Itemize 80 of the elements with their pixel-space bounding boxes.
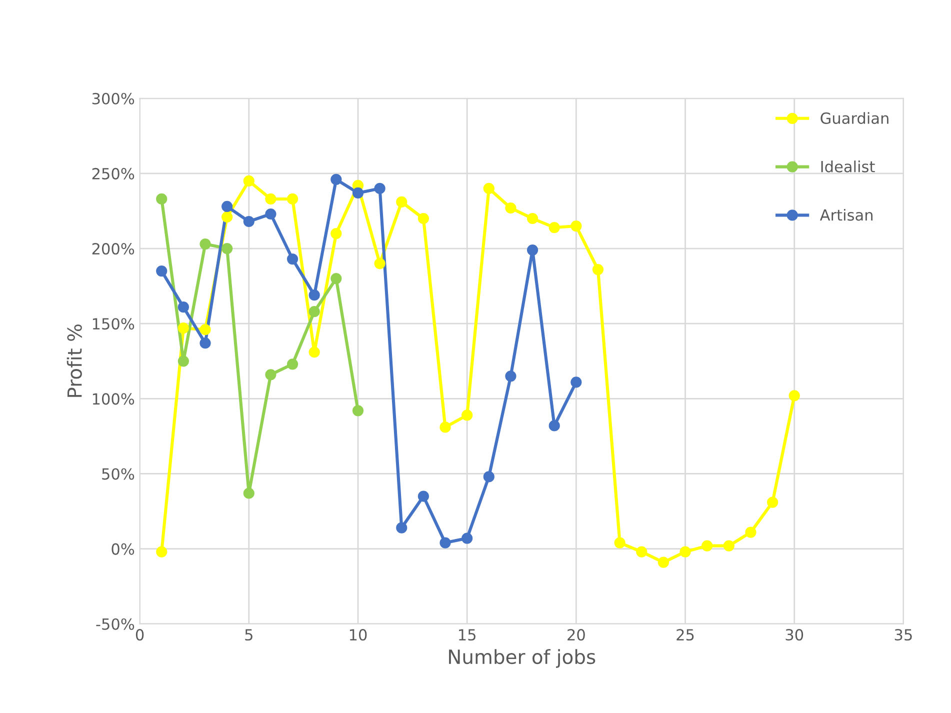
point (222, 211, 233, 223)
point (418, 490, 429, 502)
point (243, 488, 254, 499)
point (156, 265, 168, 277)
point (308, 306, 320, 318)
point (352, 187, 364, 199)
legend-label: Idealist (821, 160, 875, 172)
point (200, 324, 211, 336)
y-tick-label: 0% (112, 543, 134, 555)
point (592, 264, 604, 276)
y-tick-label: 300% (92, 92, 134, 104)
point (788, 390, 800, 402)
point (178, 356, 189, 367)
point (352, 405, 364, 416)
point (548, 420, 560, 432)
point (418, 212, 429, 224)
x-tick-label: 15 (459, 629, 476, 641)
point (658, 556, 669, 568)
point (702, 540, 713, 552)
x-tick-label: 25 (676, 629, 694, 641)
point (483, 182, 494, 194)
point (766, 496, 778, 508)
y-tick-label: 250% (92, 168, 134, 180)
x-axis-title: Number of jobs (449, 649, 596, 668)
point (243, 175, 254, 187)
point (156, 546, 168, 558)
point (330, 174, 342, 186)
point (723, 540, 734, 552)
point (286, 253, 298, 265)
point (548, 222, 560, 234)
point (636, 546, 648, 558)
point (308, 290, 320, 301)
point (440, 537, 451, 548)
y-tick-label: 150% (92, 318, 134, 330)
point (505, 370, 516, 382)
legend-label: Guardian (820, 112, 888, 124)
point (396, 522, 408, 534)
point (265, 193, 276, 205)
x-tick-label: 10 (350, 629, 367, 641)
point (570, 376, 582, 388)
point (396, 196, 408, 208)
point (286, 193, 298, 205)
x-tick-label: 20 (568, 629, 585, 641)
point (374, 258, 386, 270)
y-axis-title: Profit % (66, 324, 82, 397)
point (243, 216, 254, 228)
point (286, 358, 298, 370)
point (505, 202, 516, 214)
point (440, 422, 451, 433)
point (526, 244, 538, 256)
x-tick-label: 0 (136, 629, 144, 641)
y-tick-label: -50% (96, 618, 134, 630)
point (222, 200, 233, 212)
y-tick-label: 100% (92, 393, 134, 405)
point (745, 526, 756, 538)
y-tick-label: 200% (92, 242, 134, 255)
point (265, 208, 276, 220)
x-tick-label: 30 (786, 629, 804, 641)
point (200, 338, 211, 349)
point (374, 182, 386, 194)
point (156, 193, 168, 205)
point (526, 212, 538, 224)
point (178, 302, 189, 313)
legend-label: Artisan (820, 208, 872, 221)
point (200, 238, 211, 250)
point (614, 537, 626, 548)
point (680, 546, 691, 558)
point (308, 346, 320, 358)
y-tick-label: 50% (102, 468, 134, 480)
point (330, 228, 342, 240)
point (178, 322, 189, 334)
x-tick-label: 5 (245, 629, 252, 641)
point (265, 369, 276, 380)
point (462, 410, 473, 421)
point (330, 273, 342, 284)
point (570, 220, 582, 232)
point (462, 532, 473, 544)
point (222, 242, 233, 254)
point (483, 471, 494, 482)
x-tick-label: 35 (894, 629, 912, 641)
